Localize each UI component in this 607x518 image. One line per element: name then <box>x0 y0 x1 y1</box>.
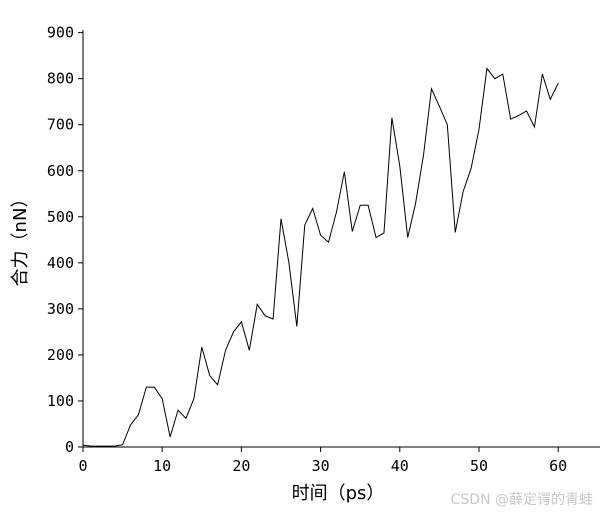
x-axis-title: 时间（ps） <box>292 483 385 504</box>
x-tick-label: 20 <box>232 457 250 475</box>
y-tick-label: 600 <box>47 162 74 180</box>
y-tick-label: 700 <box>47 116 74 134</box>
y-tick-label: 300 <box>47 300 74 318</box>
y-tick-label: 400 <box>47 254 74 272</box>
y-ticks: 0 100 200 300 400 500 600 700 800 900 <box>47 24 83 456</box>
x-tick-label: 40 <box>391 457 409 475</box>
y-axis: 0 100 200 300 400 500 600 700 800 900 <box>47 24 84 456</box>
series-line <box>82 67 559 447</box>
x-tick-label: 10 <box>153 457 171 475</box>
y-tick-label: 200 <box>47 346 74 364</box>
watermark-text: CSDN @薛定谔的青蛙 <box>451 492 593 508</box>
series-layer <box>82 67 559 447</box>
x-axis: 0 10 20 30 40 50 60 <box>78 446 600 475</box>
y-tick-label: 500 <box>47 208 74 226</box>
x-tick-label: 0 <box>78 457 87 475</box>
y-tick-label: 900 <box>47 24 74 42</box>
x-tick-label: 50 <box>470 457 488 475</box>
y-tick-label: 0 <box>65 438 74 456</box>
y-tick-label: 100 <box>47 392 74 410</box>
y-tick-label: 800 <box>47 70 74 88</box>
x-tick-label: 60 <box>549 457 567 475</box>
x-tick-label: 30 <box>312 457 330 475</box>
x-ticks: 0 10 20 30 40 50 60 <box>78 447 567 475</box>
y-axis-title: 合力（nN） <box>10 190 31 287</box>
